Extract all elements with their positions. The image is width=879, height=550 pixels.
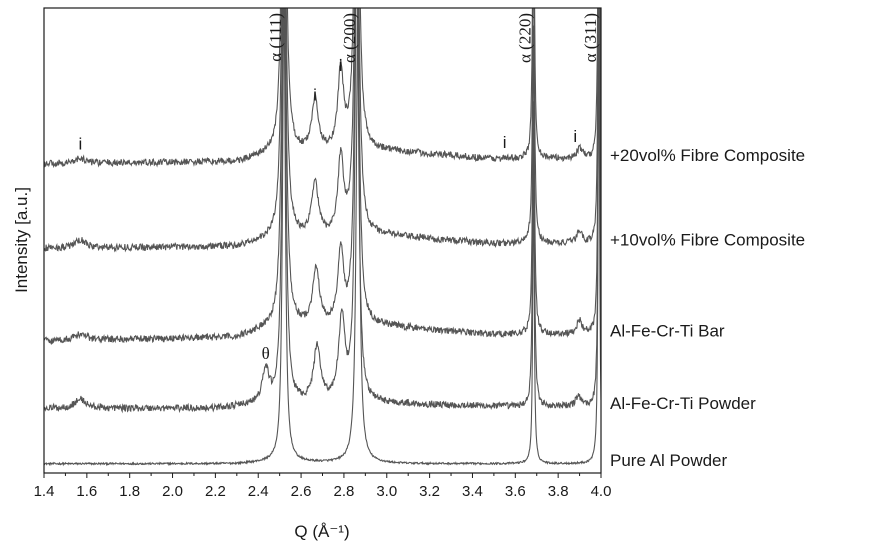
series-label-1: Al-Fe-Cr-Ti Powder <box>610 394 756 413</box>
series-line-4 <box>44 8 601 169</box>
x-tick-label: 2.0 <box>162 483 183 500</box>
x-tick-label: 1.8 <box>119 483 140 500</box>
peak-labels: α (111) α (200) α (220) α (311) <box>266 13 600 63</box>
series-label-4: +20vol% Fibre Composite <box>610 146 805 165</box>
x-tick-label: 1.4 <box>34 483 55 500</box>
peak-label-2: α (220) <box>516 13 535 63</box>
series-labels: Pure Al Powder Al-Fe-Cr-Ti Powder Al-Fe-Cr… <box>610 146 805 470</box>
annotation-3: i <box>503 133 507 152</box>
series-label-3: +10vol% Fibre Composite <box>610 231 805 250</box>
x-axis-label: Q (Å⁻¹) <box>294 522 349 541</box>
y-axis-label: Intensity [a.u.] <box>12 187 31 293</box>
x-ticks: 1.4 1.6 1.8 2.0 2.2 2.4 2.6 2.8 3.0 3.2 3.4 3.6 3.8 4… <box>34 473 612 500</box>
x-tick-label: 2.2 <box>205 483 226 500</box>
peak-label-0: α (111) <box>266 13 285 62</box>
series-layer <box>44 8 601 467</box>
series-line-1 <box>44 8 601 414</box>
x-tick-label: 3.0 <box>376 483 397 500</box>
series-line-3 <box>44 8 601 253</box>
series-line-2 <box>44 8 601 346</box>
annotation-4: i <box>573 127 577 146</box>
annotation-0: i <box>79 135 83 154</box>
x-tick-label: 3.6 <box>505 483 526 500</box>
annotation-5: θ <box>262 344 270 363</box>
x-tick-label: 2.6 <box>291 483 312 500</box>
x-tick-label: 1.6 <box>76 483 97 500</box>
annotations: i i i i i θ <box>79 56 578 363</box>
x-tick-label: 3.2 <box>419 483 440 500</box>
x-tick-label: 2.8 <box>333 483 354 500</box>
x-tick-label: 3.4 <box>462 483 483 500</box>
x-tick-label: 3.8 <box>548 483 569 500</box>
annotation-2: i <box>339 56 343 75</box>
series-label-2: Al-Fe-Cr-Ti Bar <box>610 321 725 340</box>
x-tick-label: 2.4 <box>248 483 269 500</box>
x-tick-label: 4.0 <box>591 483 612 500</box>
series-line-0 <box>44 8 601 467</box>
peak-label-3: α (311) <box>581 13 600 62</box>
series-label-0: Pure Al Powder <box>610 451 728 470</box>
peak-label-1: α (200) <box>340 13 359 63</box>
annotation-1: i <box>313 85 317 104</box>
